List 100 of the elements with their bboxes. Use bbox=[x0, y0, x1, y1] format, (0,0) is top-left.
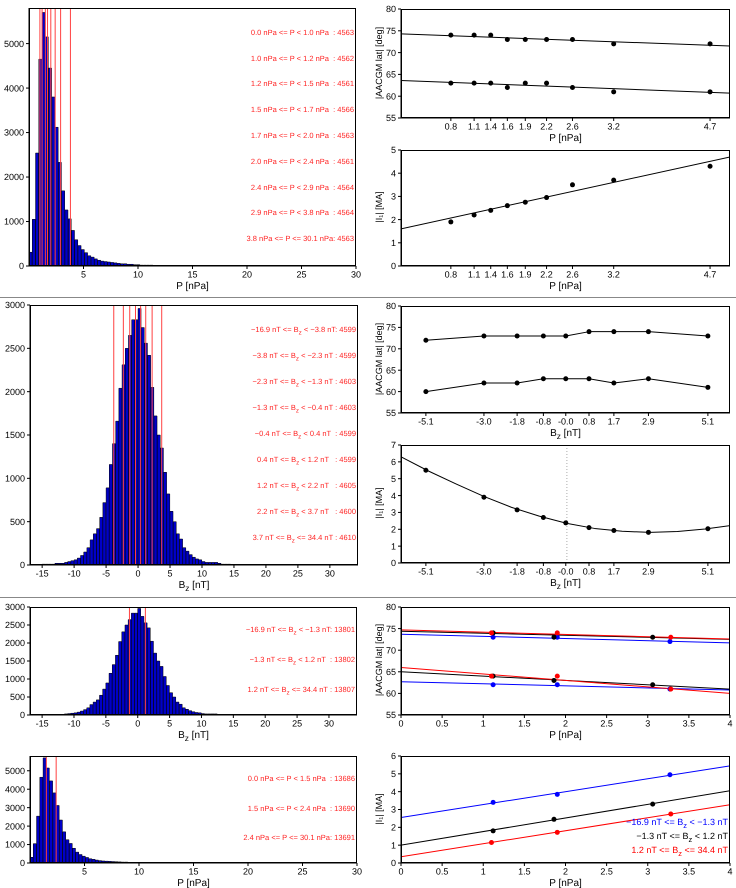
y-tick-label: 4 bbox=[390, 490, 396, 501]
x-tick-label: 0 bbox=[398, 718, 404, 728]
x-tick-label: 20 bbox=[242, 269, 252, 280]
x-tick-label: 3.5 bbox=[682, 866, 696, 876]
y-tick-label: 6 bbox=[390, 457, 396, 468]
x-axis-title: B$_{z}$ [nT] bbox=[177, 730, 210, 743]
y-tick-label: 3000 bbox=[4, 128, 24, 138]
x-tick-label: -0.8 bbox=[536, 566, 552, 576]
x-tick-label: -3.0 bbox=[476, 566, 492, 576]
x-tick-label: 2 bbox=[562, 718, 568, 728]
text: −1.3 nT <= B$_{z}$ < 1.2 nT bbox=[635, 831, 728, 845]
x-tick-label: 2.2 bbox=[540, 121, 553, 132]
x-tick-label: 2.5 bbox=[600, 866, 613, 876]
y-tick-label: 2000 bbox=[4, 821, 25, 832]
x-tick-label: -0.8 bbox=[536, 416, 552, 426]
y-tick-label: 2500 bbox=[4, 344, 25, 354]
y-tick-label: 55 bbox=[386, 113, 396, 124]
x-tick-label: 2.6 bbox=[566, 121, 579, 132]
x-tick-label: -15 bbox=[36, 718, 49, 728]
x-axis-title: P [nPa] bbox=[548, 281, 583, 292]
x-tick-label: 0 bbox=[398, 866, 404, 876]
y-tick-label: 3000 bbox=[4, 300, 25, 310]
x-tick-label: 1.6 bbox=[501, 269, 514, 280]
y-tick-label: 2500 bbox=[4, 620, 25, 630]
x-tick-label: 3.2 bbox=[607, 269, 620, 280]
y-tick-label: 0 bbox=[390, 858, 396, 868]
y-tick-label: 70 bbox=[386, 344, 396, 354]
x-tick-label: 0.8 bbox=[582, 566, 596, 576]
x-tick-label: -5 bbox=[102, 718, 110, 728]
x-tick-label: 0.8 bbox=[444, 121, 458, 132]
y-tick-label: 1 bbox=[390, 541, 396, 552]
y-tick-label: 75 bbox=[386, 322, 396, 333]
x-tick-label: 2 bbox=[562, 866, 568, 876]
y-tick-label: 0 bbox=[18, 261, 24, 272]
y-tick-label: 7 bbox=[390, 440, 396, 450]
x-tick-label: 30 bbox=[350, 269, 362, 280]
y-tick-label: 5 bbox=[390, 145, 396, 156]
y-tick-label: 80 bbox=[386, 301, 396, 312]
y-tick-label: 75 bbox=[386, 624, 396, 634]
y-tick-label: 500 bbox=[10, 692, 25, 702]
x-tick-label: 30 bbox=[324, 568, 335, 578]
y-tick-label: 3 bbox=[390, 804, 396, 815]
y-tick-label: 1000 bbox=[4, 216, 24, 227]
x-tick-label: 3 bbox=[645, 718, 650, 728]
y-tick-label: 80 bbox=[386, 602, 396, 612]
x-tick-label: 25 bbox=[297, 866, 308, 876]
x-axis-title: B$_{z}$ [nT] bbox=[178, 580, 210, 593]
x-tick-label: 25 bbox=[292, 568, 303, 578]
x-tick-label: 3 bbox=[645, 866, 650, 876]
x-tick-label: 0 bbox=[135, 718, 140, 728]
x-tick-label: 3.2 bbox=[607, 121, 620, 132]
x-tick-label: 10 bbox=[196, 568, 207, 578]
x-tick-label: 1 bbox=[480, 718, 486, 728]
y-tick-label: 3000 bbox=[4, 602, 25, 612]
x-tick-label: -1.8 bbox=[509, 416, 525, 426]
x-axis-title: P [nPa] bbox=[176, 878, 211, 888]
y-tick-label: 2000 bbox=[4, 386, 25, 397]
y-tick-label: 70 bbox=[386, 48, 396, 58]
x-tick-label: -5.1 bbox=[418, 566, 434, 576]
x-tick-label: 25 bbox=[296, 269, 307, 280]
x-tick-label: 1.4 bbox=[484, 269, 497, 280]
x-tick-label: 5 bbox=[168, 568, 173, 578]
x-tick-label: 2.9 bbox=[642, 416, 655, 426]
y-tick-label: 2000 bbox=[4, 638, 25, 648]
x-tick-label: 15 bbox=[187, 269, 198, 280]
x-tick-label: 4 bbox=[727, 866, 733, 876]
x-tick-label: 5 bbox=[82, 866, 88, 876]
y-tick-label: 0 bbox=[390, 261, 396, 272]
x-tick-label: 5 bbox=[80, 269, 86, 280]
x-tick-label: 4.7 bbox=[704, 121, 716, 132]
x-tick-label: 1 bbox=[480, 866, 486, 876]
y-tick-label: 65 bbox=[386, 666, 396, 677]
x-tick-label: -10 bbox=[67, 718, 80, 728]
x-tick-label: -0.0 bbox=[558, 566, 574, 576]
x-tick-label: 2.5 bbox=[600, 718, 613, 728]
y-tick-label: 65 bbox=[386, 70, 396, 80]
x-tick-label: 1.6 bbox=[501, 121, 514, 132]
x-tick-label: 10 bbox=[134, 866, 144, 876]
x-tick-label: 1.7 bbox=[608, 416, 620, 426]
y-tick-label: 60 bbox=[386, 386, 396, 397]
x-tick-label: 1.7 bbox=[608, 566, 620, 576]
x-tick-label: 10 bbox=[196, 718, 206, 728]
x-tick-label: 3.5 bbox=[682, 718, 696, 728]
text: 1.2 nT <= B$_{z}$ <= 34.4 nT bbox=[630, 845, 728, 859]
y-axis-title: |I₁| [MA] bbox=[374, 486, 384, 521]
y-tick-label: 60 bbox=[386, 91, 396, 102]
x-tick-label: 5.1 bbox=[702, 566, 714, 576]
y-tick-label: 1 bbox=[390, 238, 396, 248]
y-tick-label: 1000 bbox=[4, 674, 25, 684]
x-tick-label: -15 bbox=[36, 568, 49, 578]
x-tick-label: 20 bbox=[242, 866, 254, 876]
text: −16.9 nT <= B$_{z}$ < −1.3 nT bbox=[626, 817, 728, 831]
x-axis-title: B$_{z}$ [nT] bbox=[549, 578, 582, 591]
y-tick-label: 4000 bbox=[4, 784, 25, 794]
y-tick-label: 5000 bbox=[4, 766, 25, 776]
x-tick-label: 15 bbox=[228, 568, 239, 578]
y-tick-label: 2 bbox=[390, 214, 396, 225]
y-tick-label: 3 bbox=[390, 192, 396, 202]
x-tick-label: 1.1 bbox=[468, 121, 480, 132]
y-tick-label: 55 bbox=[386, 710, 396, 720]
